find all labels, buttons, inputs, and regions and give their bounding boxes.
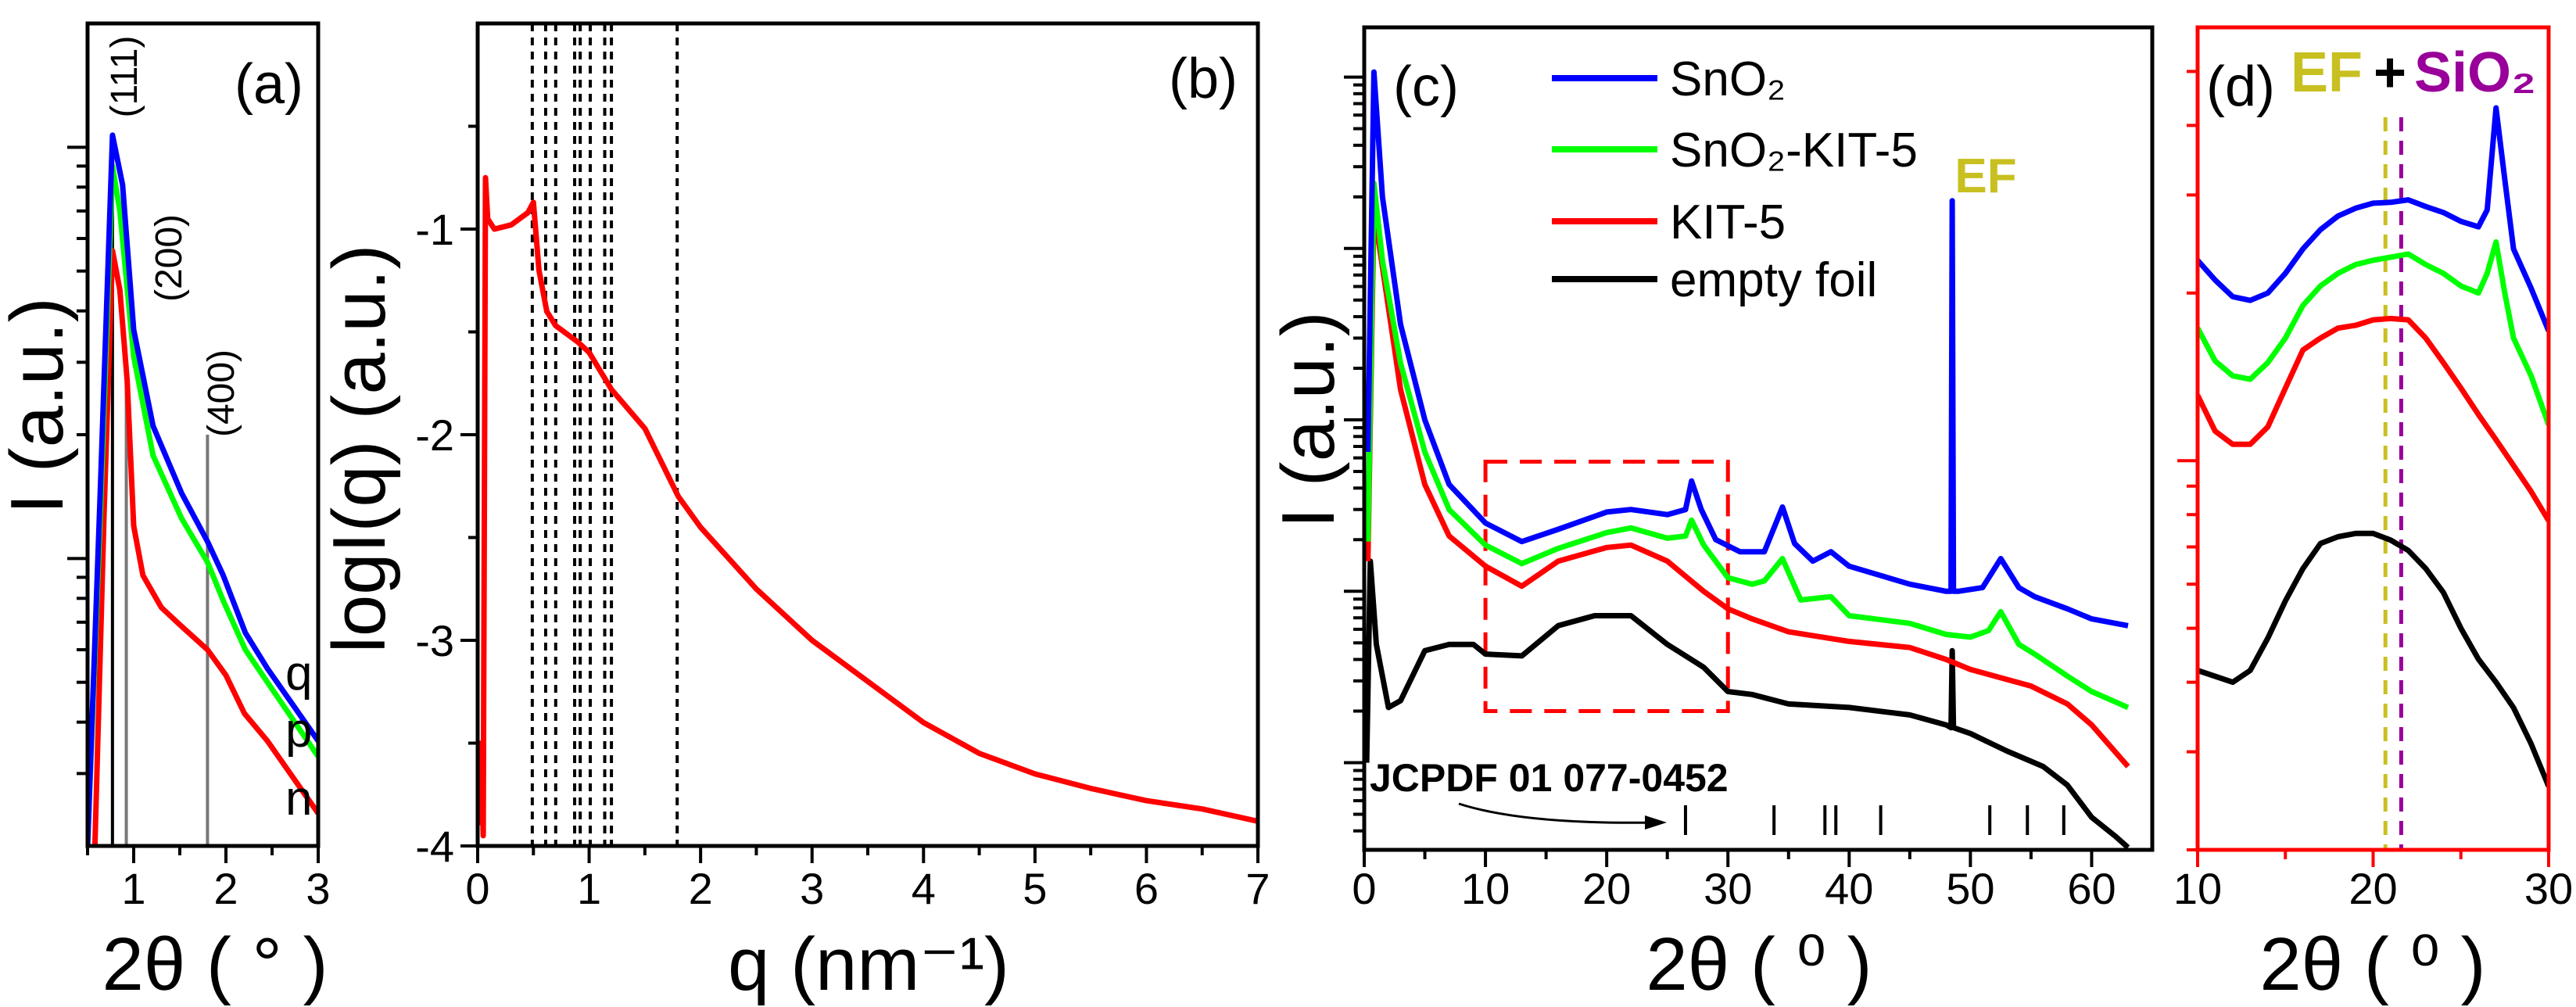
series-line-0 — [1365, 69, 2129, 629]
legend-item: SnO₂-KIT-5 — [1552, 124, 1918, 177]
y-tick-label: -2 — [415, 410, 454, 460]
x-tick-label: 7 — [1245, 864, 1270, 913]
arrow-head-icon — [1645, 815, 1667, 830]
panel-label: (b) — [1169, 48, 1238, 110]
series-line-3 — [1364, 558, 2130, 850]
x-tick-label: 2 — [213, 864, 238, 913]
reflection-label: (400) — [201, 349, 242, 437]
legend-item: empty foil — [1552, 253, 1877, 307]
curve-label: p — [285, 704, 312, 758]
panel-label: (d) — [2206, 56, 2275, 118]
panel-a: 1 2 3 (a) 2θ ( ° ) I (a.u.) (111) (200) (400) qpn — [0, 21, 331, 1006]
series-line-3 — [2198, 530, 2549, 788]
x-tick-label: 1 — [121, 864, 145, 913]
ef-label: EF — [2291, 41, 2363, 104]
x-tick-label: 0 — [465, 864, 489, 913]
x-tick-label: 6 — [1134, 864, 1159, 913]
panel-c: 0 10 20 30 40 50 60 (c) 2θ ( ⁰ ) I (a.u.) SnO₂ SnO₂… — [1267, 25, 2155, 1006]
x-tick-label: 2 — [689, 864, 713, 913]
y-axis-label: I (a.u.) — [0, 297, 79, 514]
plot-frame — [475, 21, 1260, 848]
x-axis-label: 2θ ( ° ) — [102, 923, 328, 1006]
y-tick-label: -3 — [415, 616, 454, 665]
x-tick-label: 30 — [1704, 864, 1752, 913]
curve-label: q — [285, 647, 312, 701]
plus-sign: + — [2374, 41, 2406, 104]
reflection-label: (200) — [149, 214, 190, 302]
highlight-region-box — [1483, 460, 1730, 713]
series-line-0 — [88, 132, 318, 846]
x-tick-label: 30 — [2524, 864, 2573, 913]
series-line-1 — [88, 163, 318, 846]
x-tick-label: 5 — [1023, 864, 1047, 913]
reflection-label: (111) — [104, 36, 145, 118]
y-axis-label: logI(q) (a.u.) — [317, 245, 401, 654]
x-tick-label: 20 — [2348, 864, 2397, 913]
x-tick-label: 3 — [800, 864, 824, 913]
series-line-1 — [1365, 181, 2130, 711]
series-line-2 — [1365, 206, 2130, 769]
sio2-label: SiO₂ — [2414, 41, 2536, 104]
x-tick-label: 1 — [577, 864, 601, 913]
curve-label: n — [285, 772, 312, 826]
series-line-0 — [478, 174, 1258, 839]
y-tick-label: -4 — [415, 822, 454, 871]
x-axis-label: 2θ ( ⁰ ) — [1646, 923, 1872, 1006]
x-tick-label: 4 — [912, 864, 936, 913]
y-axis-label: I (a.u.) — [1267, 311, 1350, 528]
legend-label: KIT-5 — [1670, 195, 1786, 249]
ef-label: EF — [1954, 149, 2016, 203]
x-tick-label: 60 — [2067, 864, 2116, 913]
x-tick-label: 0 — [1352, 864, 1376, 913]
panel-label: (c) — [1393, 56, 1459, 118]
x-tick-label: 10 — [2173, 864, 2222, 913]
arrow-line — [1458, 802, 1658, 824]
reference-pattern-label: JCPDF 01 077-0452 — [1370, 756, 1729, 800]
panel-label: (a) — [235, 53, 303, 116]
x-tick-label: 40 — [1825, 864, 1873, 913]
legend-item: KIT-5 — [1552, 195, 1786, 249]
x-axis-label: 2θ ( ⁰ ) — [2259, 923, 2485, 1006]
plot-frame — [85, 21, 321, 848]
plot-frame — [2195, 25, 2551, 852]
x-tick-label: 50 — [1946, 864, 1994, 913]
legend-label: SnO₂-KIT-5 — [1670, 124, 1918, 177]
plot-frame — [1362, 25, 2155, 852]
x-tick-label: 3 — [306, 864, 330, 913]
x-tick-label: 20 — [1582, 864, 1631, 913]
legend-label: SnO₂ — [1670, 52, 1786, 106]
series-line-2 — [91, 248, 318, 846]
panel-b: 0 1 2 3 4 5 6 7 -4 -3 -2 -1 (b) q (nm⁻¹) logI(q) (a.u.… — [317, 21, 1270, 1006]
x-tick-label: 10 — [1461, 864, 1510, 913]
legend-item: SnO₂ — [1552, 52, 1786, 106]
x-axis-label: q (nm⁻¹) — [728, 923, 1009, 1006]
series-line-0 — [2198, 105, 2549, 332]
y-tick-label: -1 — [415, 205, 454, 254]
legend-label: empty foil — [1670, 253, 1877, 307]
series-line-1 — [2198, 239, 2549, 426]
series-line-2 — [2198, 315, 2549, 522]
panel-d: 10 20 30 (d) 2θ ( ⁰ ) EF + SiO₂ — [2173, 25, 2573, 1006]
